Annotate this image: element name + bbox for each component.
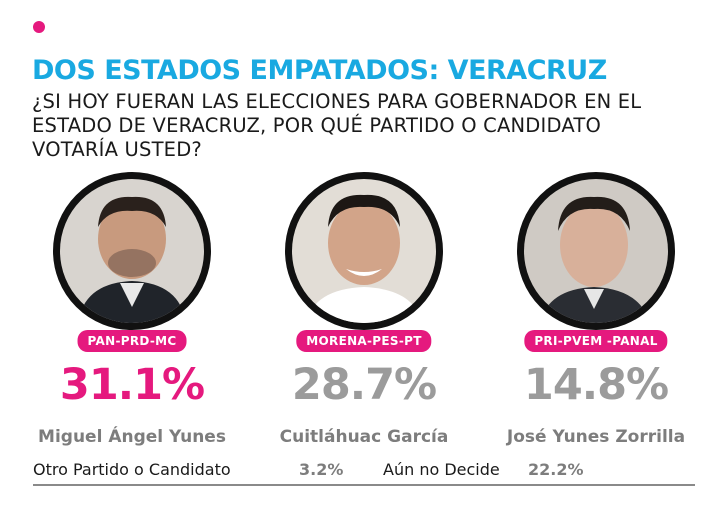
candidate-photo <box>285 172 443 330</box>
accent-dot <box>33 21 45 33</box>
page-title: DOS ESTADOS EMPATADOS: VERACRUZ <box>32 55 607 86</box>
candidate-photo <box>517 172 675 330</box>
candidate-percent: 31.1% <box>59 360 205 410</box>
party-badge: PAN-PRD-MC <box>77 330 187 352</box>
candidate-card: MORENA-PES-PT 28.7% Cuitláhuac García <box>264 172 464 447</box>
undecided-label: Aún no Decide <box>383 460 500 479</box>
candidate-percent: 14.8% <box>523 360 669 410</box>
undecided-value: 22.2% <box>528 460 584 479</box>
footer-results: Otro Partido o Candidato 3.2% Aún no Dec… <box>33 460 695 486</box>
candidate-name: Cuitláhuac García <box>279 427 449 447</box>
candidate-card: PRI-PVEM -PANAL 14.8% José Yunes Zorrill… <box>496 172 696 447</box>
candidate-portrait-icon <box>60 179 204 323</box>
candidate-card: PAN-PRD-MC 31.1% Miguel Ángel Yunes <box>32 172 232 447</box>
candidate-portrait-icon <box>524 179 668 323</box>
party-badge: PRI-PVEM -PANAL <box>524 330 668 352</box>
candidate-percent: 28.7% <box>291 360 437 410</box>
other-label: Otro Partido o Candidato <box>33 460 231 479</box>
party-badge: MORENA-PES-PT <box>296 330 432 352</box>
candidate-portrait-icon <box>292 179 436 323</box>
candidate-name: Miguel Ángel Yunes <box>38 427 226 447</box>
survey-question: ¿SI HOY FUERAN LAS ELECCIONES PARA GOBER… <box>32 90 642 161</box>
candidate-name: José Yunes Zorrilla <box>506 427 686 447</box>
candidate-photo <box>53 172 211 330</box>
other-value: 3.2% <box>299 460 344 479</box>
